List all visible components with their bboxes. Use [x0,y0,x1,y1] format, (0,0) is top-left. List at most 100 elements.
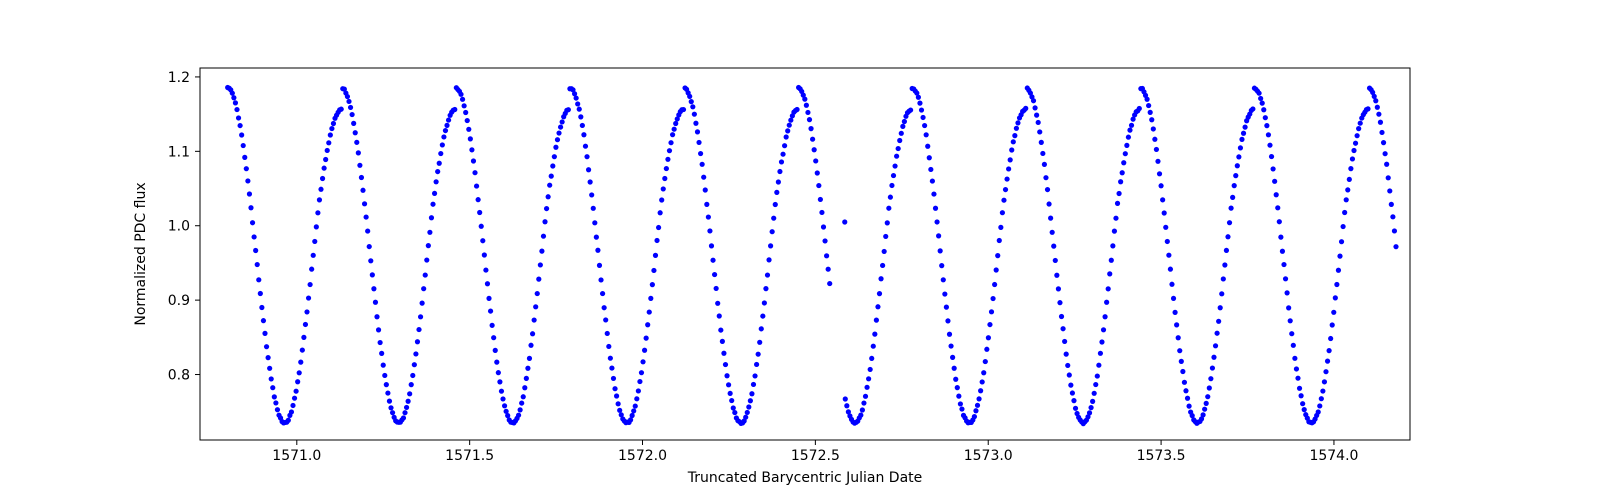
data-point [1015,120,1020,125]
data-point [1205,394,1210,399]
data-point [1106,286,1111,291]
data-point [1283,276,1288,281]
data-point [731,405,736,410]
data-point [230,91,235,96]
data-point [1277,219,1282,224]
data-point [301,335,306,340]
data-point [864,385,869,390]
data-point [1000,210,1005,215]
data-point [812,147,817,152]
data-point [1040,151,1045,156]
data-point [483,267,488,272]
data-point [630,413,635,418]
chart-container: 1571.01571.51572.01572.51573.01573.51574… [0,0,1600,500]
data-point [420,301,425,306]
data-point [687,94,692,99]
data-point [502,403,507,408]
data-point [1261,107,1266,112]
data-point [1090,399,1095,404]
data-point [1054,273,1059,278]
data-point [729,398,734,403]
data-point [339,107,344,112]
data-point [289,409,294,414]
data-point [1176,335,1181,340]
data-point [743,415,748,420]
data-point [1118,179,1123,184]
data-point [527,356,532,361]
data-point [1056,286,1061,291]
data-point [1213,343,1218,348]
data-point [1322,379,1327,384]
data-point [407,391,412,396]
data-point [295,379,300,384]
data-point [707,228,712,233]
data-point [826,267,831,272]
data-point [1319,396,1324,401]
data-point [370,272,375,277]
data-point [639,370,644,375]
data-point [1264,123,1269,128]
data-point [1225,234,1230,239]
data-point [441,134,446,139]
data-point [1088,405,1093,410]
data-point [804,103,809,108]
data-point [894,154,899,159]
data-point [1216,319,1221,324]
data-point [690,104,695,109]
data-point [485,281,490,286]
data-point [1168,267,1173,272]
data-point [311,253,316,258]
data-point [928,167,933,172]
data-point [1269,154,1274,159]
data-point [477,210,482,215]
data-point [868,367,873,372]
data-point [947,332,952,337]
data-point [938,248,943,253]
data-point [247,191,252,196]
data-point [842,219,847,224]
data-point [544,206,549,211]
data-point [1034,113,1039,118]
data-point [521,394,526,399]
data-point [642,348,647,353]
data-point [608,356,613,361]
data-point [776,179,781,184]
data-point [990,296,995,301]
data-point [1351,148,1356,153]
data-point [438,151,443,156]
data-point [236,115,241,120]
data-point [351,121,356,126]
data-point [264,344,269,349]
data-point [1270,166,1275,171]
data-point [1092,391,1097,396]
data-point [356,150,361,155]
data-point [360,188,365,193]
data-point [1073,406,1078,411]
data-point [496,370,501,375]
data-point [645,322,650,327]
data-point [1342,210,1347,215]
data-point [700,162,705,167]
data-point [1095,373,1100,378]
data-point [364,214,369,219]
data-point [387,399,392,404]
data-point [267,366,272,371]
data-point [1104,300,1109,305]
data-point [350,112,355,117]
data-point [844,403,849,408]
data-point [402,410,407,415]
data-point [530,331,535,336]
data-point [1373,98,1378,103]
data-point [1101,327,1106,332]
data-point [1320,388,1325,393]
data-point [1124,143,1129,148]
data-point [1390,214,1395,219]
data-point [588,179,593,184]
data-point [934,219,939,224]
data-point [1267,143,1272,148]
data-point [1392,228,1397,233]
data-point [549,174,554,179]
y-tick-label: 1.2 [168,70,190,86]
data-point [345,94,350,99]
data-point [1378,120,1383,125]
